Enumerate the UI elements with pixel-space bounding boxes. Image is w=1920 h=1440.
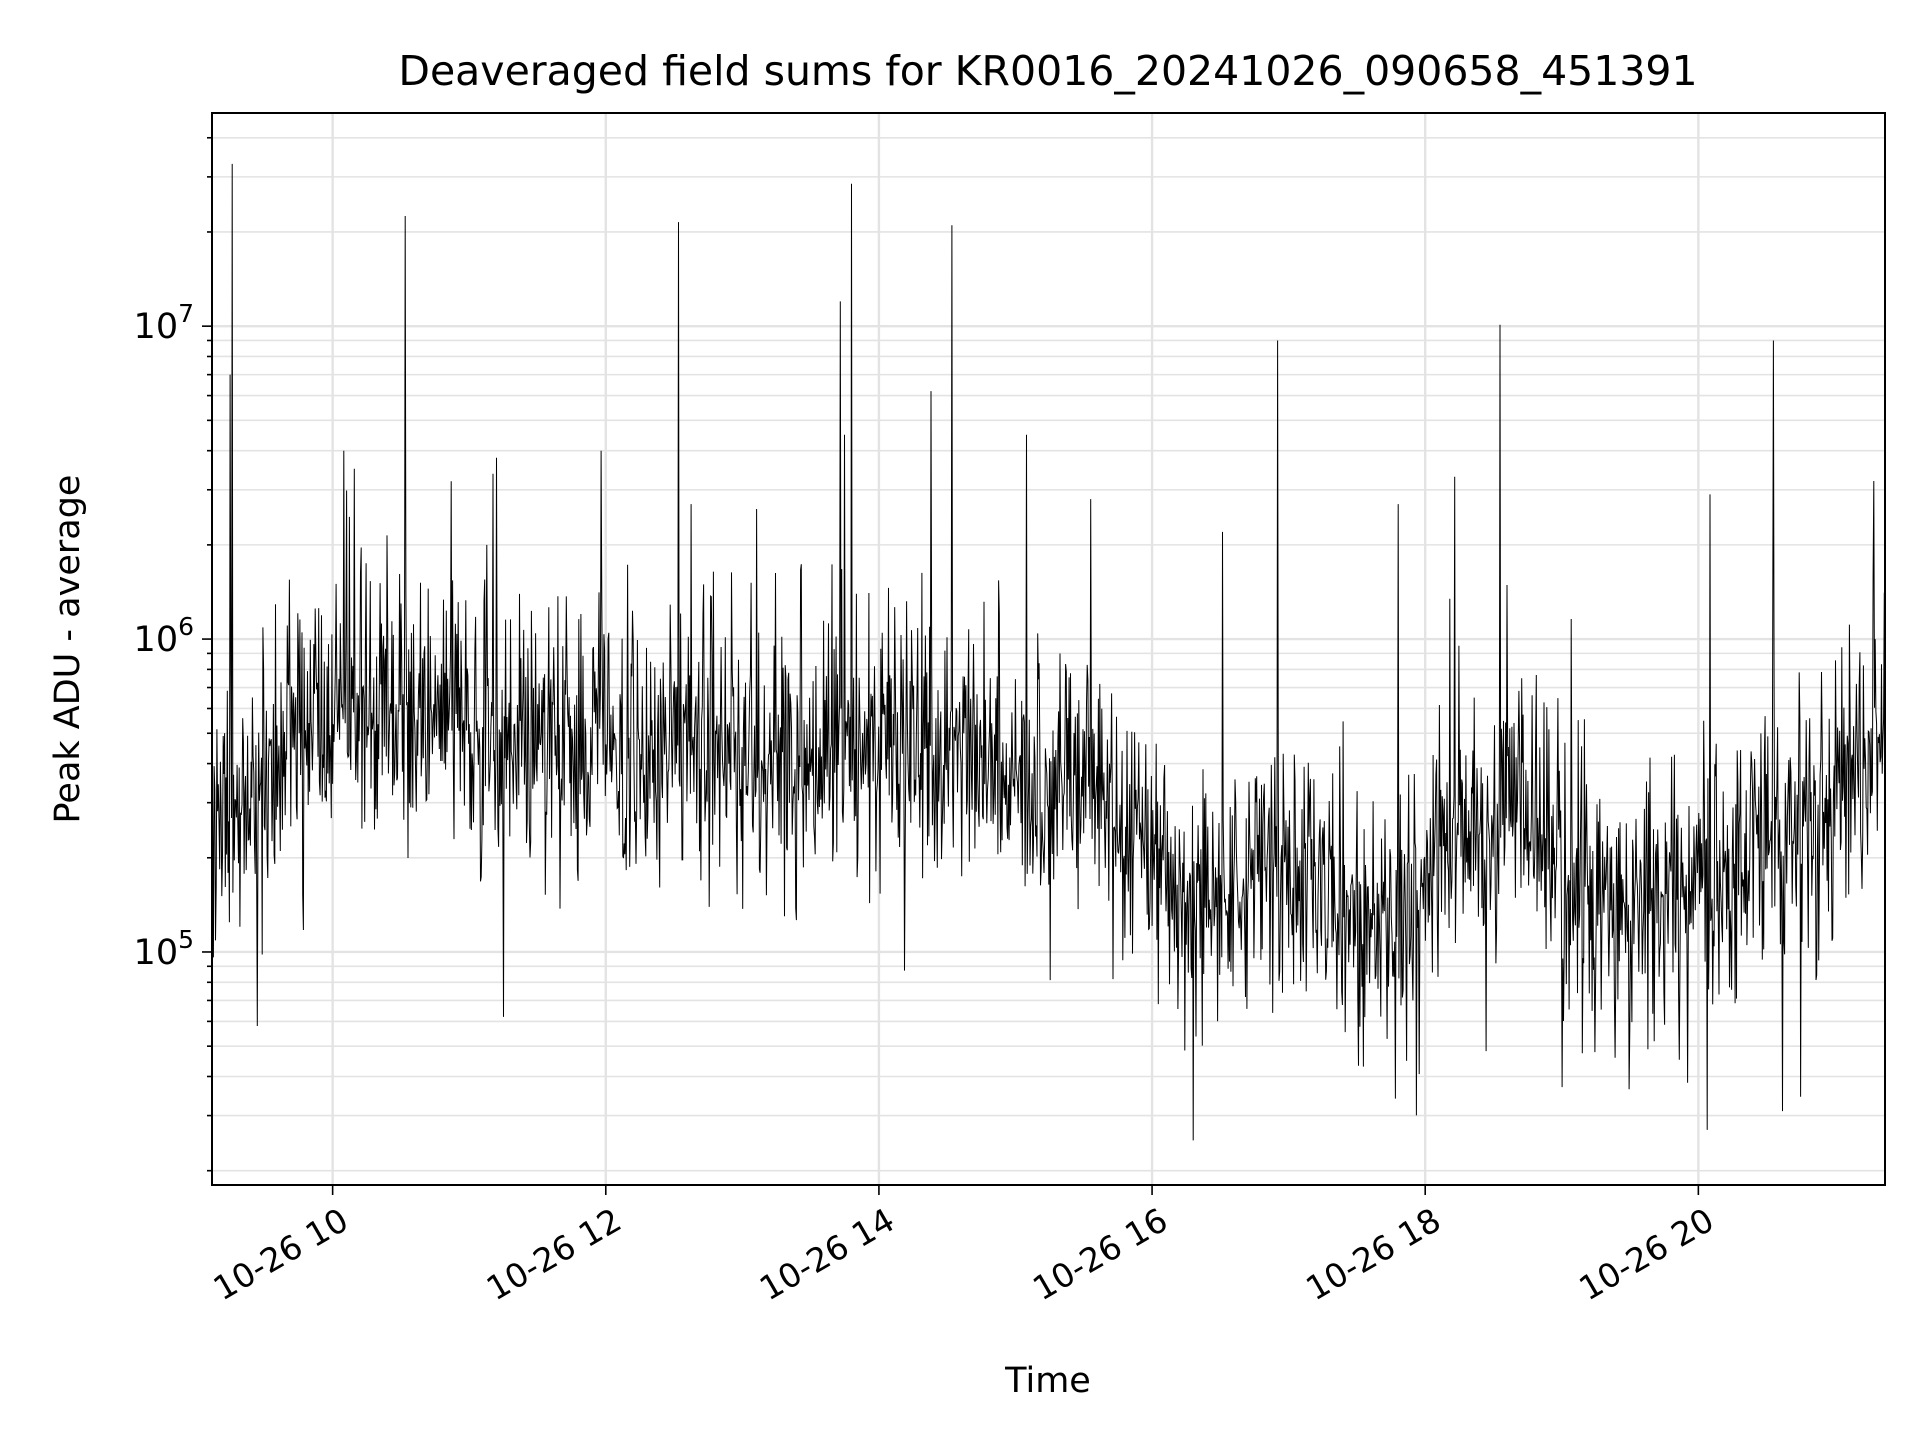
plot-area — [212, 163, 1885, 1141]
chart-title: Deaveraged field sums for KR0016_2024102… — [398, 47, 1697, 95]
y-tick-label: 105 — [134, 925, 194, 973]
y-tick-label: 107 — [134, 299, 194, 347]
y-axis-label: Peak ADU - average — [48, 475, 88, 824]
y-axis: 105 106 107 — [134, 136, 212, 1172]
series-line — [212, 163, 1885, 1141]
x-axis-label: Time — [1004, 1361, 1091, 1401]
plot-frame — [211, 112, 1886, 1186]
y-tick-label: 106 — [134, 612, 194, 660]
